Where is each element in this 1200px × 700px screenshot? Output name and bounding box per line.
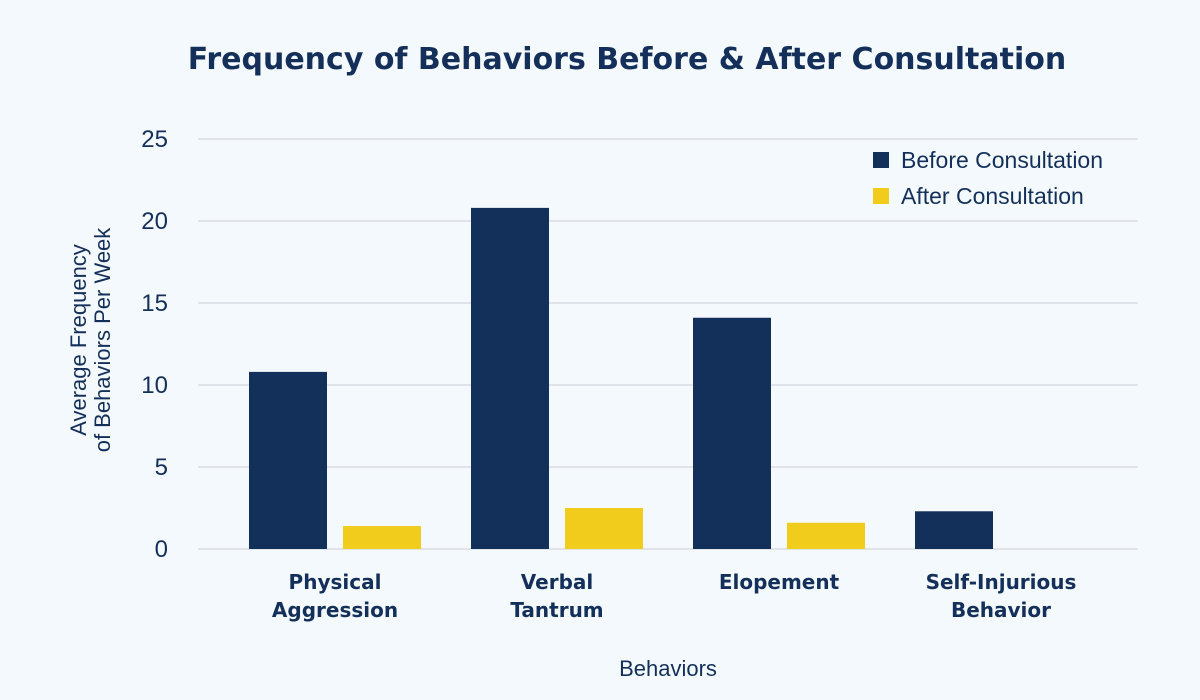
y-tick-label: 5 bbox=[155, 454, 168, 481]
y-tick-label: 0 bbox=[155, 536, 168, 563]
x-axis-categories: Physical Aggression Verbal Tantrum Elopement… bbox=[272, 570, 1077, 622]
category-label: Aggression bbox=[272, 598, 398, 622]
category-label: Behavior bbox=[951, 598, 1051, 622]
legend-swatch-after bbox=[873, 188, 889, 204]
category-label: Tantrum bbox=[510, 598, 603, 622]
bar-before-2 bbox=[693, 317, 771, 549]
y-axis-ticks: 0 5 10 15 20 25 bbox=[141, 126, 168, 563]
y-axis-title-line-2: of Behaviors Per Week bbox=[90, 227, 115, 453]
legend-label-before: Before Consultation bbox=[901, 147, 1103, 173]
legend-item-after: After Consultation bbox=[873, 183, 1084, 209]
y-tick-label: 15 bbox=[141, 290, 168, 317]
legend: Before Consultation After Consultation bbox=[873, 147, 1103, 209]
legend-swatch-before bbox=[873, 152, 889, 168]
bar-before-1 bbox=[471, 207, 549, 549]
category-label: Physical bbox=[289, 570, 382, 594]
bar-after-0 bbox=[343, 526, 421, 549]
bars bbox=[249, 207, 993, 549]
legend-label-after: After Consultation bbox=[901, 183, 1084, 209]
category-label: Verbal bbox=[521, 570, 593, 594]
bar-after-1 bbox=[565, 508, 643, 549]
bar-before-3 bbox=[915, 511, 993, 549]
legend-item-before: Before Consultation bbox=[873, 147, 1103, 173]
x-axis-title: Behaviors bbox=[619, 656, 717, 681]
category-label: Elopement bbox=[719, 570, 840, 594]
bar-after-2 bbox=[787, 522, 865, 549]
y-axis-title-line-1: Average Frequency bbox=[66, 244, 91, 436]
category-label: Self-Injurious bbox=[926, 570, 1077, 594]
y-tick-label: 10 bbox=[141, 372, 168, 399]
y-axis-title: Average Frequency of Behaviors Per Week bbox=[66, 227, 115, 453]
bar-before-0 bbox=[249, 371, 327, 549]
chart-title: Frequency of Behaviors Before & After Co… bbox=[188, 42, 1066, 77]
y-tick-label: 20 bbox=[141, 208, 168, 235]
y-tick-label: 25 bbox=[141, 126, 168, 153]
